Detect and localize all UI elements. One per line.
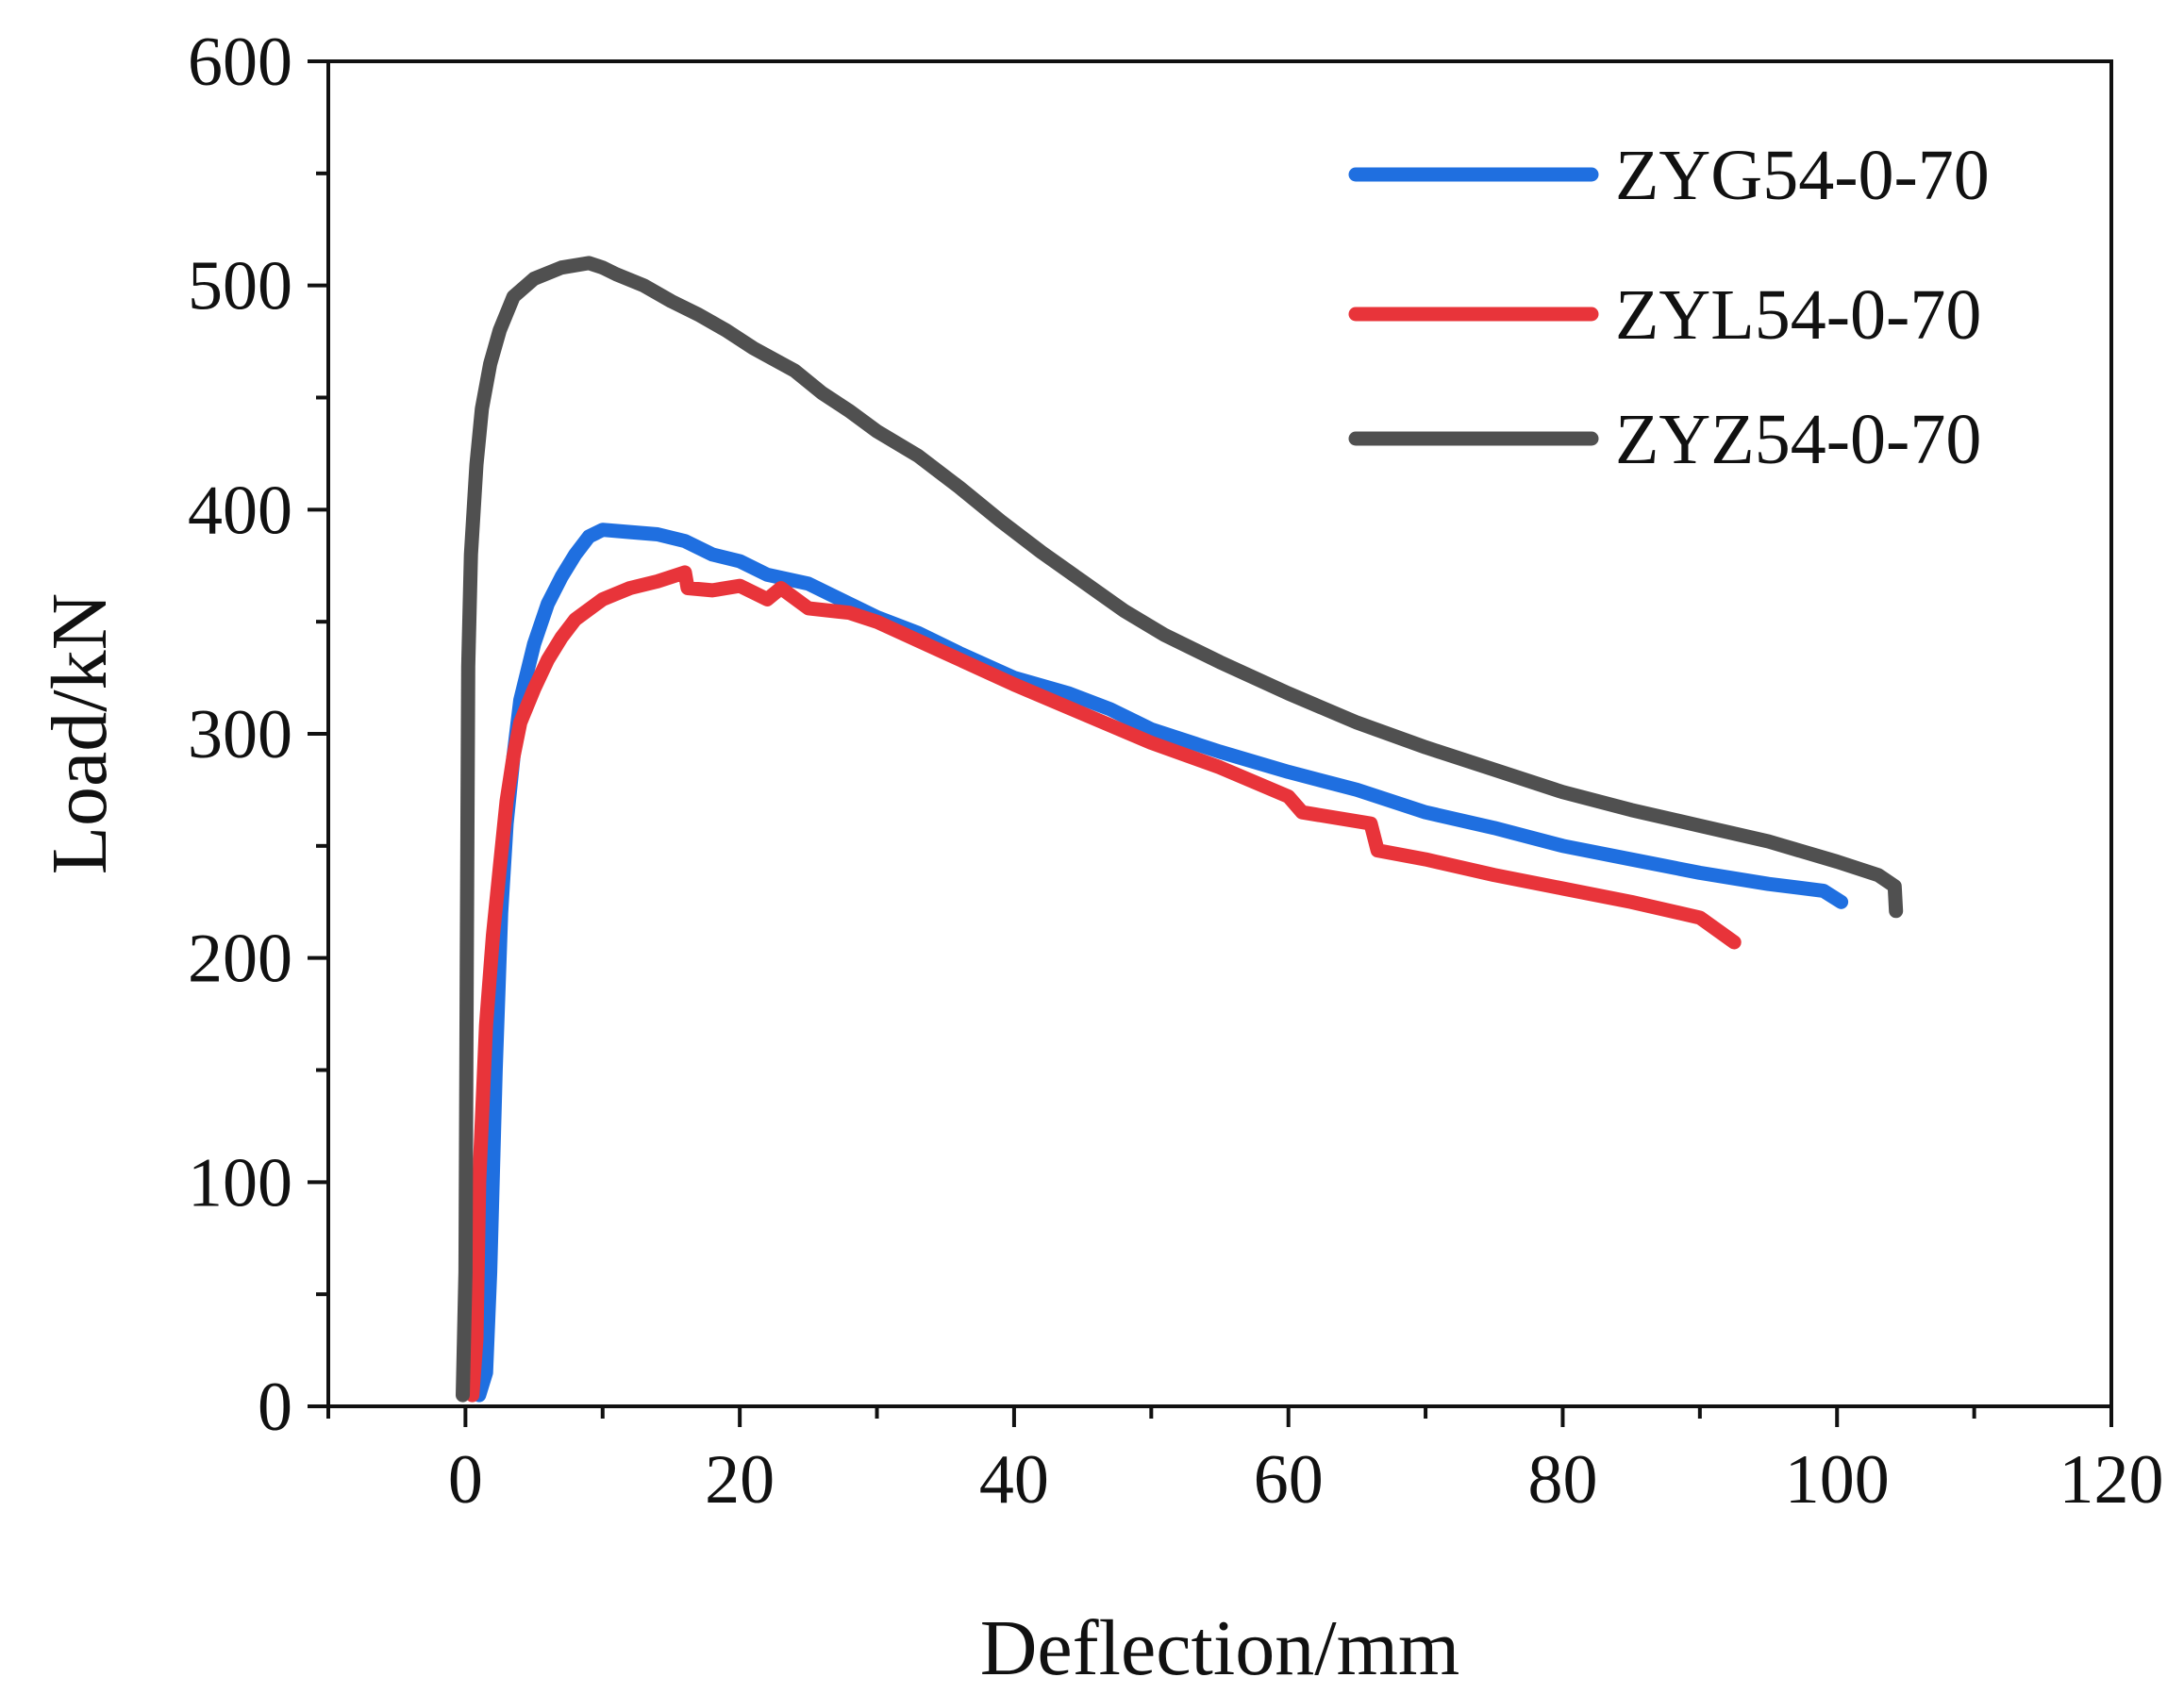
legend-label: ZYG54-0-70 xyxy=(1615,136,1990,215)
series-line-ZYL54-0-70 xyxy=(465,565,1742,1403)
x-tick-label: 0 xyxy=(448,1441,483,1519)
legend: ZYG54-0-70 ZYL54-0-70 ZYZ54-0-70 xyxy=(1348,136,1990,479)
x-tick-label: 100 xyxy=(1785,1441,1890,1519)
y-axis: 0 100 200 300 400 500 600 xyxy=(188,24,328,1446)
x-axis: 0 20 40 60 80 100 120 xyxy=(326,1406,2164,1519)
x-axis-title: Deflection/mm xyxy=(980,1604,1460,1692)
y-tick-label: 0 xyxy=(258,1369,292,1446)
y-tick-label: 200 xyxy=(188,921,292,998)
y-tick-label: 400 xyxy=(188,472,292,549)
series-line-ZYZ54-0-70 xyxy=(456,256,1904,1403)
series-layer xyxy=(456,256,1904,1403)
x-tick-label: 60 xyxy=(1254,1441,1324,1519)
y-axis-title: Load/kN xyxy=(36,593,124,875)
x-tick-label: 120 xyxy=(2059,1441,2164,1519)
legend-label: ZYZ54-0-70 xyxy=(1615,400,1981,479)
x-tick-label: 40 xyxy=(979,1441,1049,1519)
y-tick-label: 600 xyxy=(188,24,292,101)
y-tick-label: 100 xyxy=(188,1144,292,1221)
y-tick-label: 300 xyxy=(188,696,292,773)
y-tick-label: 500 xyxy=(188,248,292,325)
series-line-ZYG54-0-70 xyxy=(472,523,1849,1403)
legend-label: ZYL54-0-70 xyxy=(1615,275,1981,355)
x-tick-label: 20 xyxy=(705,1441,775,1519)
x-tick-label: 80 xyxy=(1527,1441,1597,1519)
